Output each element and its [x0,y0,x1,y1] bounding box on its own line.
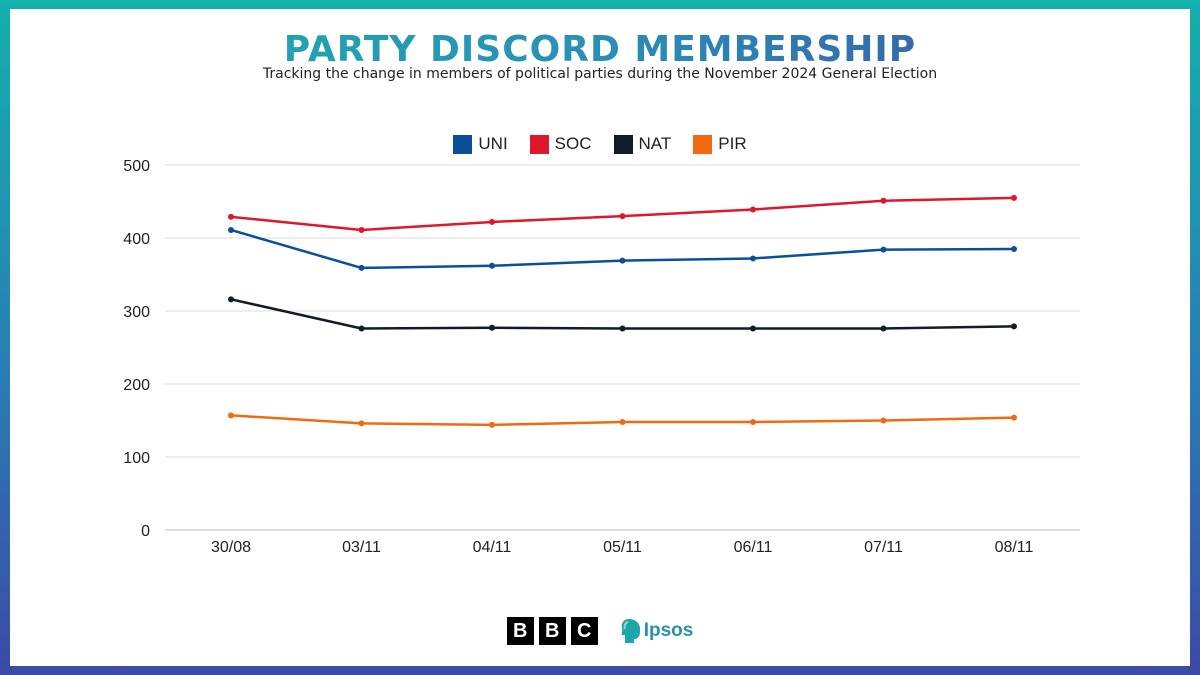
data-point-soc [880,197,887,204]
chart-title: PARTY DISCORD MEMBERSHIP [0,30,1200,70]
ipsos-head-icon [621,619,640,643]
x-tick-label: 08/11 [995,539,1034,556]
chart-card [10,9,1190,666]
y-tick-label: 500 [123,158,150,175]
legend-label: SOC [554,134,592,153]
data-point-uni [750,255,756,262]
data-point-soc [228,213,234,220]
x-tick-label: 03/11 [342,539,381,556]
ipsos-logo: Ipsos [620,617,694,645]
y-tick-label: 0 [141,523,150,540]
data-point-nat [750,325,756,332]
data-point-nat [489,324,495,331]
y-tick-label: 300 [123,304,150,321]
data-point-uni [880,246,887,253]
y-tick-label: 100 [123,450,150,467]
data-point-pir [1011,414,1017,421]
data-point-uni [619,257,626,264]
bbc-letter: B [538,617,566,645]
ipsos-wordmark: Ipsos [643,620,694,641]
y-tick-label: 200 [123,377,150,394]
legend-swatch [453,134,473,154]
legend-label: NAT [638,134,672,153]
data-point-nat [358,325,365,332]
bbc-letter: C [570,617,598,645]
bbc-logo: B B C [506,617,598,645]
data-point-pir [880,417,887,424]
data-point-pir [228,412,234,419]
data-point-uni [1011,245,1017,252]
y-tick-label: 400 [123,231,150,248]
data-point-uni [228,226,234,233]
data-point-pir [619,418,626,425]
legend-label: UNI [478,134,508,153]
x-tick-label: 07/11 [864,539,903,556]
data-point-soc [750,206,756,213]
data-point-nat [1011,323,1017,330]
data-point-soc [489,218,495,225]
x-tick-label: 30/08 [211,539,251,556]
legend-swatch [693,134,713,154]
chart-subtitle: Tracking the change in members of politi… [262,66,938,82]
data-point-pir [750,418,756,425]
legend-swatch [613,134,633,154]
x-tick-label: 06/11 [734,539,773,556]
legend-item-nat: NAT [613,134,672,154]
bbc-letter: B [506,617,534,645]
data-point-uni [358,264,365,271]
data-point-pir [489,421,495,428]
legend-item-pir: PIR [693,134,747,154]
legend: UNI SOC NAT PIR [0,134,1200,154]
x-tick-label: 05/11 [603,539,642,556]
data-point-soc [358,226,365,233]
legend-swatch [529,134,549,154]
data-point-nat [228,296,234,303]
data-point-nat [619,325,626,332]
data-point-soc [619,213,626,220]
data-point-soc [1011,194,1017,201]
legend-label: PIR [718,134,747,153]
x-tick-label: 04/11 [473,539,512,556]
series-line-nat [230,298,1015,330]
data-point-nat [880,325,887,332]
logo-bar: B B C Ipsos [0,616,1200,646]
data-point-pir [358,420,365,427]
legend-item-soc: SOC [529,134,592,154]
legend-item-uni: UNI [453,134,508,154]
data-point-uni [489,262,495,269]
